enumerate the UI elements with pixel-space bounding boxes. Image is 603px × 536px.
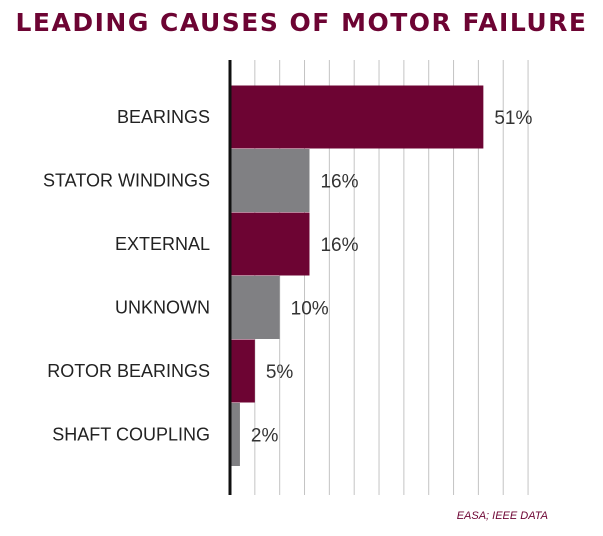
category-label: UNKNOWN <box>115 298 210 318</box>
value-label: 16% <box>320 172 358 193</box>
value-label: 10% <box>291 299 329 320</box>
category-label: BEARINGS <box>117 107 210 127</box>
source-note: EASA; IEEE DATA <box>456 510 548 522</box>
value-label: 2% <box>251 426 279 447</box>
labels: BEARINGS 51% STATOR WINDINGS 16% EXTERNAL 16%… <box>43 107 533 447</box>
bar-bearings <box>230 85 484 149</box>
category-label: ROTOR BEARINGS <box>47 361 210 381</box>
category-label: STATOR WINDINGS <box>43 171 210 191</box>
value-label: 16% <box>320 235 358 256</box>
bars <box>230 85 484 466</box>
value-label: 5% <box>266 362 294 383</box>
chart-title: LEADING CAUSES OF MOTOR FAILURE <box>15 8 588 37</box>
bar-unknown <box>230 276 280 339</box>
bar-stator-windings <box>230 149 310 212</box>
bar-rotor-bearings <box>230 339 255 403</box>
category-label: EXTERNAL <box>115 234 210 254</box>
bar-external <box>230 212 310 276</box>
category-label: SHAFT COUPLING <box>52 425 210 445</box>
bar-shaft-coupling <box>230 403 240 466</box>
value-label: 51% <box>494 108 532 129</box>
